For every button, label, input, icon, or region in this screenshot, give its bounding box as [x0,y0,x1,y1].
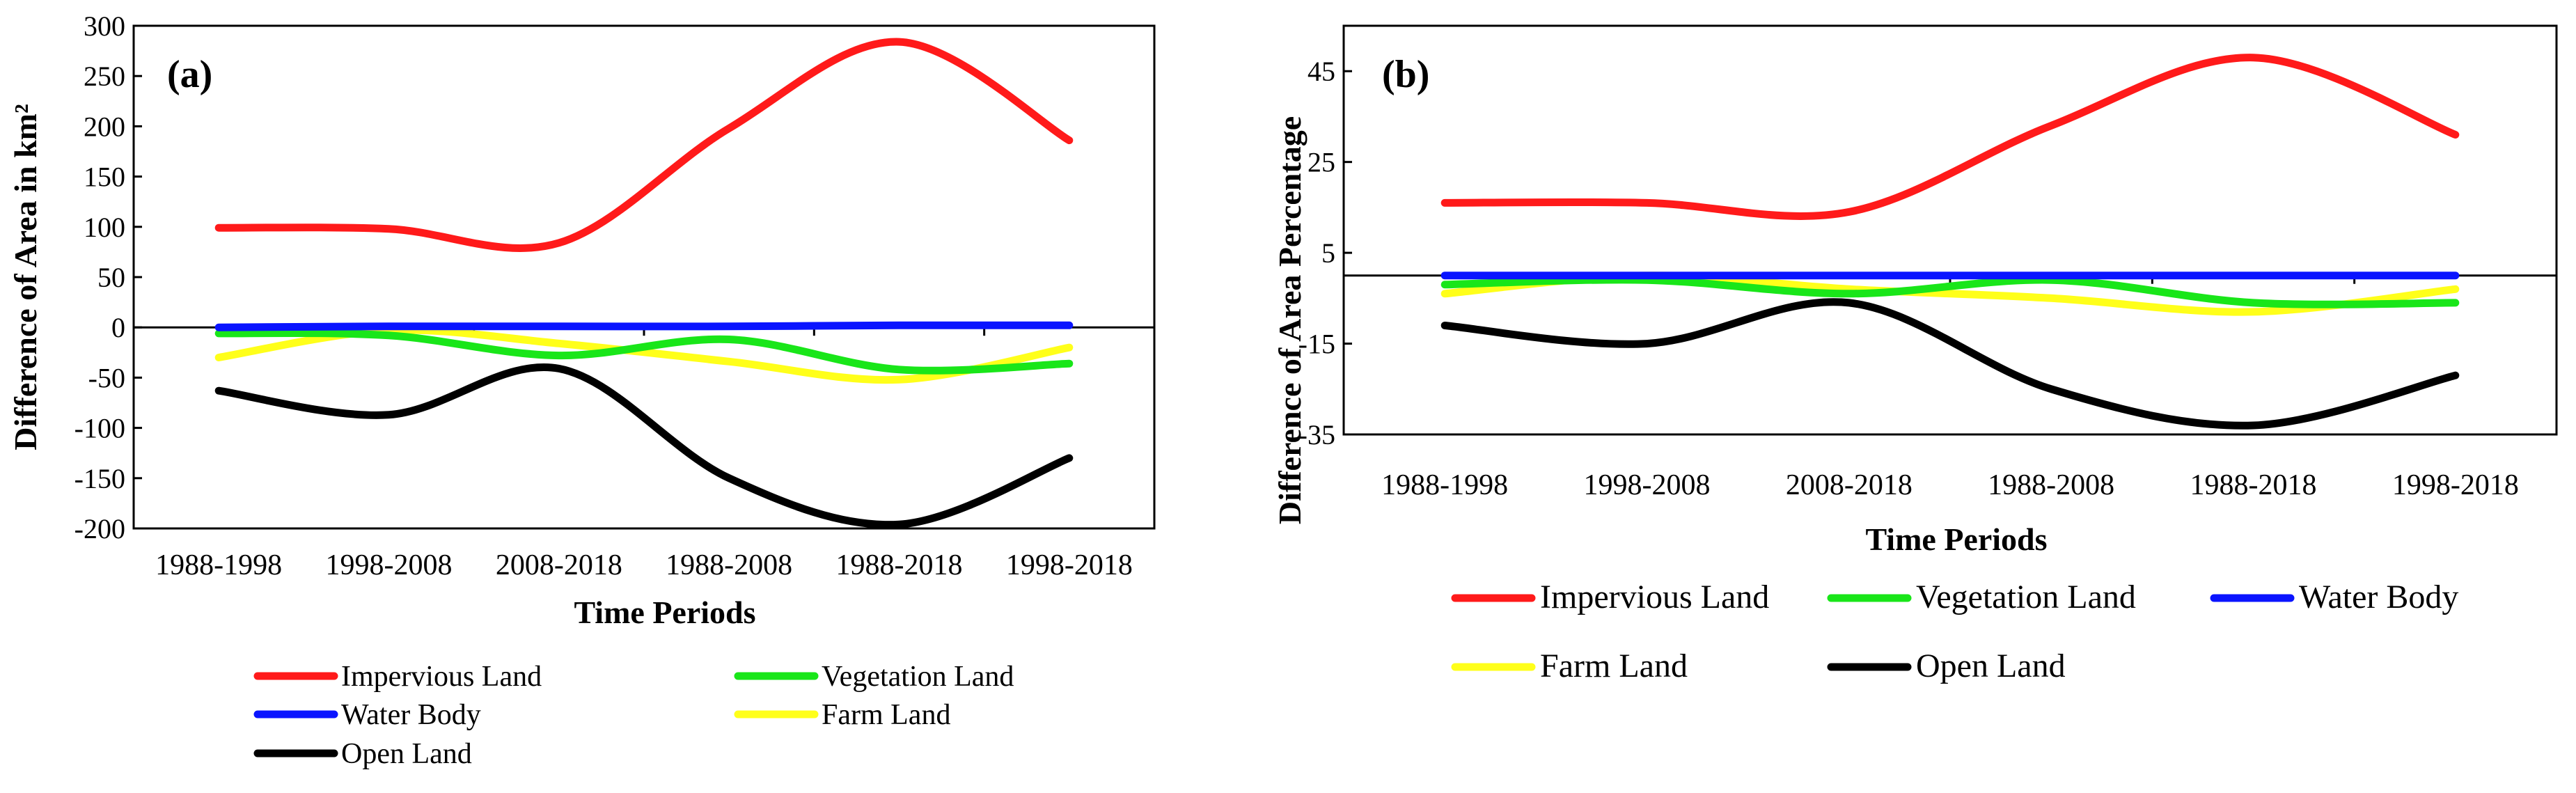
chart-a-series-line-open-land [214,363,1074,529]
chart-a-y-title: Difference of Area in km² [8,104,43,450]
chart-b-x-axis: 1988-1998 1998-2008 2008-2018 1988-2008 1988… [1381,275,2519,501]
chart-a-legend-item-farm-land: Farm Land [734,699,950,731]
chart-a-x-tick-label: 1988-1998 [155,549,282,581]
chart-b-series-line-vegetation-land [1440,276,2460,308]
chart-b-x-tick-label: 1998-2008 [1584,469,1711,501]
chart-a-series-line-water-body [214,321,1074,331]
chart-b-series-line-open-land [1440,298,2460,430]
chart-b-legend-label: Water Body [2299,579,2458,615]
chart-a-x-tick-label: 1998-2008 [326,549,453,581]
chart-a-y-tick-label: 50 [97,262,125,293]
chart-b-x-tick-label: 2008-2018 [1786,469,1913,501]
chart-b-y-tick-label: -15 [1298,329,1335,360]
chart-b-legend-item-impervious-land: Impervious Land [1451,579,1769,615]
chart-a-legend: Impervious Land Vegetation Land Water Body… [253,661,1014,770]
chart-a-series-line-impervious-land [214,38,1074,252]
chart-a-x-tick-label: 1998-2018 [1006,549,1133,581]
chart-a-legend-item-vegetation-land: Vegetation Land [734,661,1014,693]
chart-b-legend-item-farm-land: Farm Land [1451,647,1688,684]
chart-a-legend-item-open-land: Open Land [253,738,472,770]
chart-a-x-tick-label: 2008-2018 [496,549,622,581]
chart-b-x-title: Time Periods [1865,521,2047,557]
chart-a-legend-label: Vegetation Land [822,661,1014,693]
chart-b-y-axis: 45 25 5 -15 -35 [1298,56,1352,450]
chart-a-y-tick-label: -50 [88,362,125,393]
chart-b-legend-label: Vegetation Land [1916,579,2136,615]
chart-a-legend-label: Impervious Land [341,661,542,693]
chart-a-y-tick-label: -100 [74,413,125,444]
chart-b-series [1440,54,2460,430]
chart-a-y-tick-label: 0 [111,312,125,343]
chart-b-plot-frame [1342,24,2558,436]
chart-b-x-tick-label: 1988-2018 [2190,469,2317,501]
chart-a-legend-label: Open Land [341,738,472,770]
chart-a: 300 250 200 150 100 50 0 -50 -100 -150 -200 1988-1… [8,10,1156,770]
chart-a-plot-frame [132,24,1156,530]
chart-b-legend-item-open-land: Open Land [1827,647,2066,684]
chart-b-series-line-impervious-land [1440,54,2460,220]
chart-b-legend-label: Farm Land [1540,647,1688,684]
chart-a-y-tick-label: 250 [84,61,125,92]
chart-a-x-tick-label: 1988-2018 [836,549,963,581]
chart-a-legend-item-impervious-land: Impervious Land [253,661,542,693]
chart-b-legend-label: Open Land [1916,647,2066,684]
chart-b-panel-label: (b) [1382,53,1429,96]
chart-b-y-tick-label: 5 [1321,237,1335,269]
chart-b-x-tick-label: 1988-1998 [1381,469,1508,501]
chart-a-legend-label: Farm Land [822,699,950,731]
chart-a-legend-item-water-body: Water Body [253,699,481,731]
chart-b-legend-item-water-body: Water Body [2210,579,2458,615]
chart-b-legend-item-vegetation-land: Vegetation Land [1827,579,2136,615]
chart-a-x-title: Time Periods [574,595,755,630]
chart-b-y-tick-label: -35 [1298,419,1335,450]
chart-a-panel-label: (a) [167,53,212,96]
chart-a-y-tick-label: 150 [84,162,125,193]
chart-a-x-axis: 1988-1998 1998-2008 2008-2018 1988-2008 1988… [155,327,1133,581]
chart-b-legend: Impervious Land Vegetation Land Water Body… [1451,579,2458,684]
chart-a-series-line-vegetation-land [214,329,1074,375]
chart-a-y-tick-label: 300 [84,10,125,42]
chart-b-x-tick-label: 1988-2008 [1988,469,2114,501]
chart-a-y-tick-label: 200 [84,111,125,142]
chart-b-y-tick-label: 25 [1307,147,1335,178]
chart-b-y-title: Difference of Area Percentage [1272,116,1307,524]
chart-a-y-tick-label: -200 [74,513,125,544]
chart-a-series [214,38,1074,529]
chart-a-x-tick-label: 1988-2008 [666,549,792,581]
chart-b-x-tick-label: 1998-2018 [2392,469,2519,501]
chart-b-y-tick-label: 45 [1307,56,1335,87]
chart-a-y-tick-label: 100 [84,212,125,243]
chart-b-legend-label: Impervious Land [1540,579,1769,615]
chart-a-y-tick-label: -150 [74,463,125,494]
chart-a-y-axis: 300 250 200 150 100 50 0 -50 -100 -150 -200 [74,10,142,544]
chart-a-legend-label: Water Body [341,699,481,731]
